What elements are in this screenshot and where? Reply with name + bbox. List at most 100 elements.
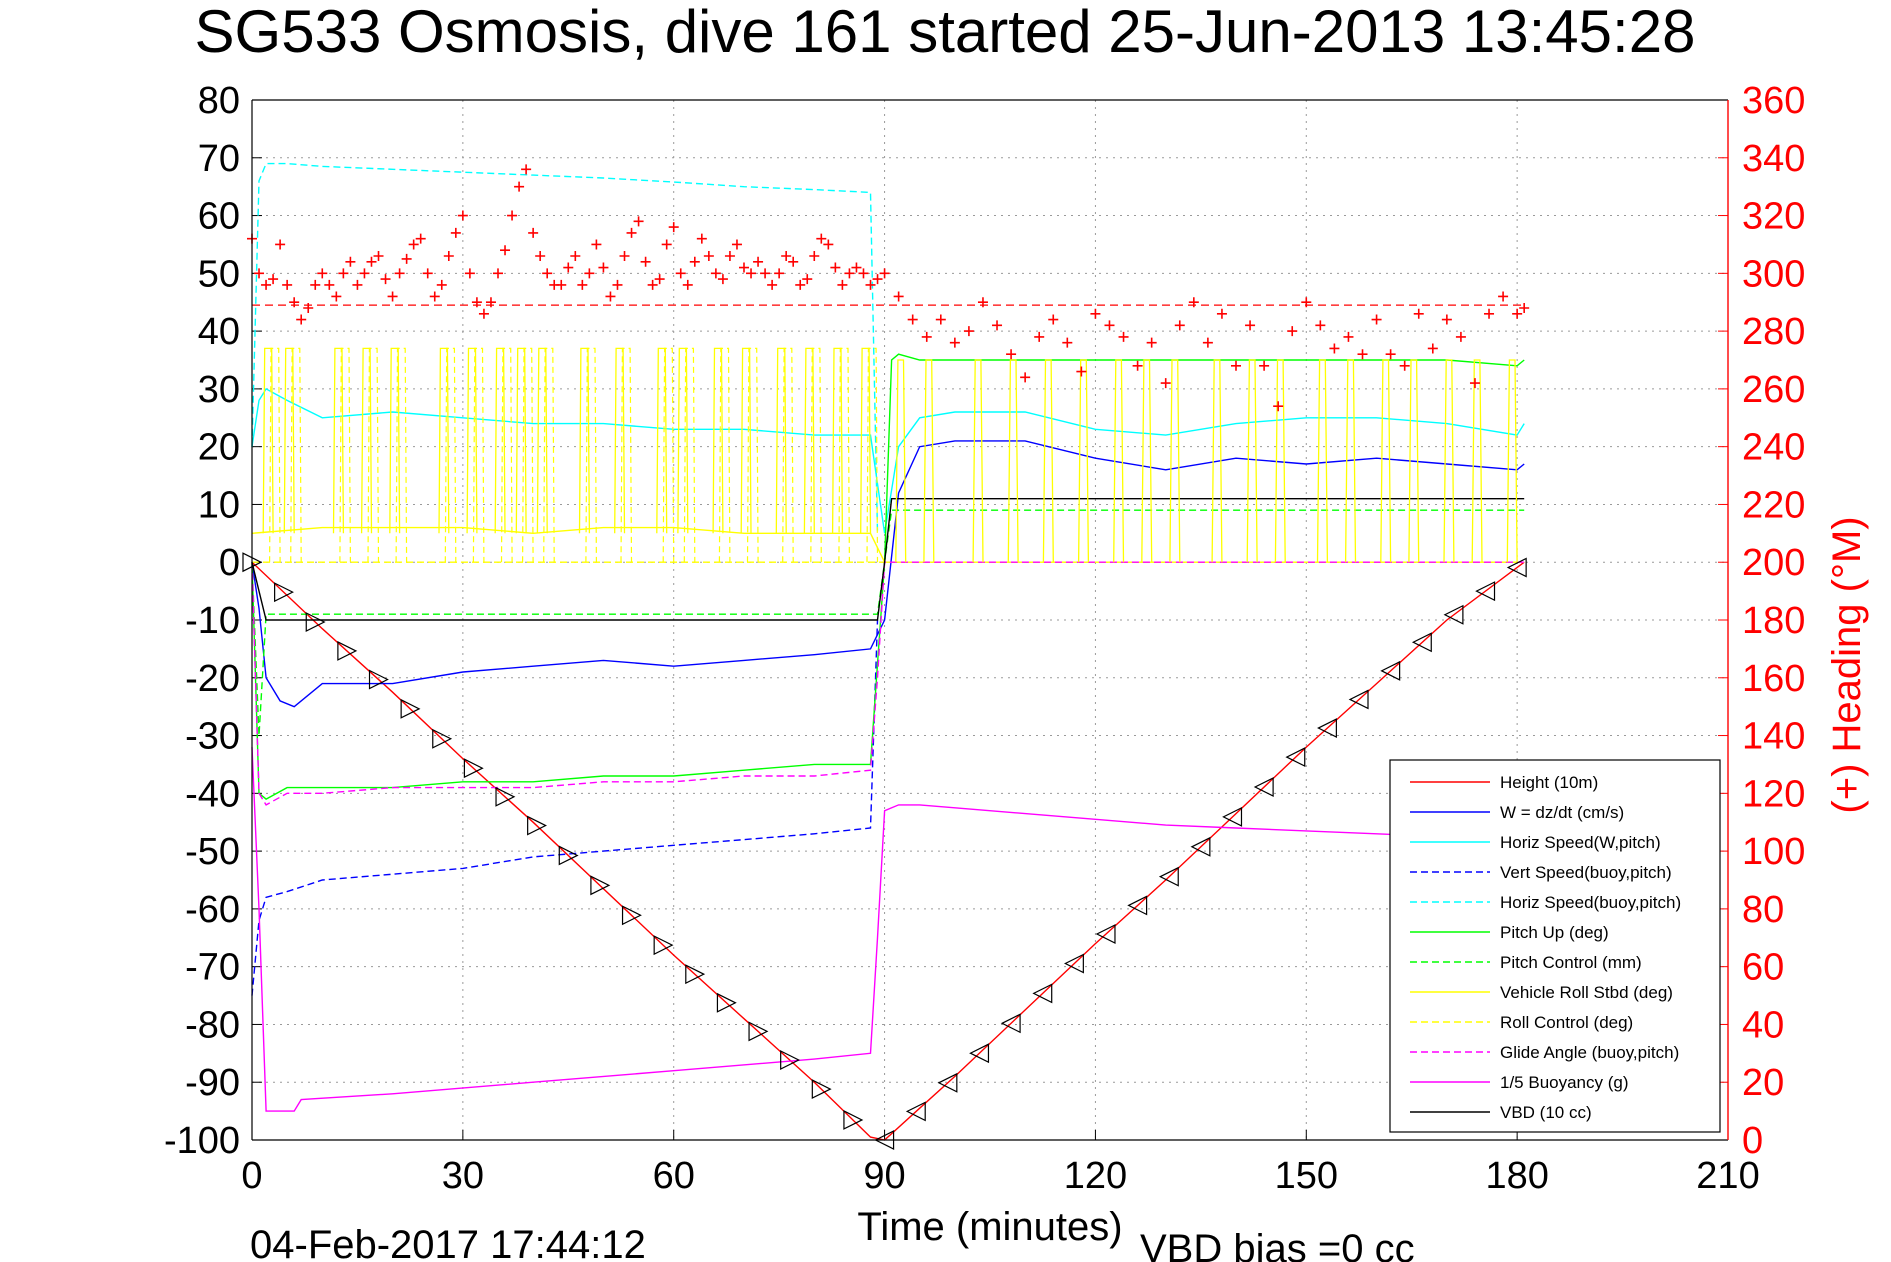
legend-label-1: W = dz/dt (cm/s) bbox=[1500, 803, 1624, 822]
heading-marker bbox=[795, 279, 806, 290]
heading-marker bbox=[963, 326, 974, 337]
heading-marker bbox=[767, 279, 778, 290]
heading-marker bbox=[408, 239, 419, 250]
x-tick-label: 150 bbox=[1275, 1155, 1338, 1197]
heading-marker bbox=[788, 256, 799, 267]
heading-marker bbox=[1385, 349, 1396, 360]
y2-tick-label: 0 bbox=[1742, 1120, 1763, 1162]
heading-marker bbox=[514, 181, 525, 192]
roll-spike bbox=[466, 347, 478, 534]
height-marker bbox=[400, 698, 421, 719]
heading-marker bbox=[619, 251, 630, 261]
height-marker bbox=[590, 875, 611, 896]
heading-marker bbox=[338, 268, 349, 279]
height-marker bbox=[1032, 983, 1053, 1004]
legend-label-3: Vert Speed(buoy,pitch) bbox=[1500, 863, 1672, 882]
heading-marker bbox=[1512, 308, 1523, 319]
heading-marker bbox=[457, 210, 468, 221]
legend-label-2: Horiz Speed(W,pitch) bbox=[1500, 833, 1661, 852]
roll-spike bbox=[923, 359, 935, 563]
heading-marker bbox=[921, 331, 932, 342]
heading-marker bbox=[401, 253, 412, 264]
heading-marker bbox=[626, 227, 637, 238]
y2-tick-label: 200 bbox=[1742, 542, 1805, 584]
height-marker bbox=[969, 1043, 990, 1064]
y2-tick-label: 280 bbox=[1742, 311, 1805, 353]
heading-marker bbox=[387, 291, 398, 302]
x-tick-label: 90 bbox=[863, 1155, 905, 1197]
roll-spike bbox=[1042, 359, 1054, 563]
heading-marker bbox=[556, 279, 567, 290]
y2-tick-label: 40 bbox=[1742, 1004, 1784, 1046]
heading-marker bbox=[1132, 360, 1143, 371]
y-tick-label: -30 bbox=[185, 716, 240, 758]
roll-spike bbox=[283, 347, 295, 534]
series-line-9 bbox=[251, 561, 1525, 806]
height-markers bbox=[242, 552, 1527, 1150]
heading-marker bbox=[731, 239, 742, 250]
heading-marker bbox=[774, 268, 785, 279]
roll-spike bbox=[438, 347, 450, 534]
series-line-1 bbox=[251, 440, 1525, 708]
height-marker bbox=[811, 1079, 832, 1100]
height-marker bbox=[1000, 1013, 1021, 1034]
y-tick-label: 30 bbox=[198, 369, 240, 411]
height-marker bbox=[1348, 689, 1369, 710]
heading-marker bbox=[436, 279, 447, 290]
roll-spike bbox=[1169, 359, 1181, 563]
heading-marker bbox=[647, 279, 658, 290]
height-marker bbox=[1064, 953, 1084, 974]
y-tick-label: -100 bbox=[164, 1120, 240, 1162]
heading-marker bbox=[450, 227, 461, 238]
x-tick-label: 30 bbox=[442, 1155, 484, 1197]
heading-marker bbox=[268, 274, 279, 285]
roll-spike bbox=[1443, 359, 1455, 563]
roll-spike bbox=[1380, 359, 1392, 563]
y-tick-label: 70 bbox=[198, 138, 240, 180]
heading-marker bbox=[1484, 308, 1495, 319]
heading-marker bbox=[1329, 343, 1340, 354]
heading-marker bbox=[373, 251, 384, 261]
x-tick-label: 120 bbox=[1064, 1155, 1127, 1197]
height-marker bbox=[843, 1109, 864, 1130]
heading-marker bbox=[893, 291, 904, 302]
height-marker bbox=[1127, 895, 1148, 916]
chart-title: SG533 Osmosis, dive 161 started 25-Jun-2… bbox=[195, 0, 1696, 65]
heading-marker bbox=[865, 279, 876, 290]
x-tick-label: 0 bbox=[241, 1155, 262, 1197]
heading-marker bbox=[415, 233, 426, 244]
heading-marker bbox=[464, 268, 475, 279]
heading-marker bbox=[429, 291, 440, 302]
legend-label-8: Roll Control (deg) bbox=[1500, 1013, 1633, 1032]
heading-marker bbox=[493, 268, 503, 279]
plot-frame bbox=[251, 99, 1729, 1141]
heading-marker bbox=[654, 274, 665, 285]
heading-marker bbox=[1104, 320, 1115, 331]
height-marker bbox=[1222, 806, 1243, 827]
heading-marker bbox=[317, 268, 328, 279]
heading-marker bbox=[781, 251, 792, 261]
heading-marker bbox=[830, 262, 841, 273]
roll-spike bbox=[1113, 359, 1125, 563]
heading-marker bbox=[1427, 343, 1438, 354]
y-tick-label: -70 bbox=[185, 947, 240, 989]
roll-spike bbox=[536, 347, 548, 534]
roll-spike bbox=[1316, 359, 1329, 563]
heading-marker bbox=[380, 274, 391, 285]
height-marker bbox=[748, 1021, 769, 1042]
y-tick-label: -60 bbox=[185, 889, 240, 931]
heading-marker bbox=[753, 256, 764, 267]
footer-date: 04-Feb-2017 17:44:12 bbox=[250, 1223, 646, 1262]
heading-marker bbox=[717, 274, 728, 285]
height-marker bbox=[1380, 660, 1401, 681]
roll-spike bbox=[803, 347, 815, 534]
series-lines bbox=[251, 162, 1525, 1141]
y-tick-label: -20 bbox=[185, 658, 240, 700]
roll-spike bbox=[1471, 359, 1483, 563]
roll-spike bbox=[677, 347, 689, 534]
heading-marker bbox=[1034, 331, 1045, 342]
y2-tick-label: 60 bbox=[1742, 947, 1784, 989]
heading-marker bbox=[507, 210, 518, 221]
heading-marker bbox=[1498, 291, 1509, 302]
heading-marker bbox=[443, 251, 454, 261]
